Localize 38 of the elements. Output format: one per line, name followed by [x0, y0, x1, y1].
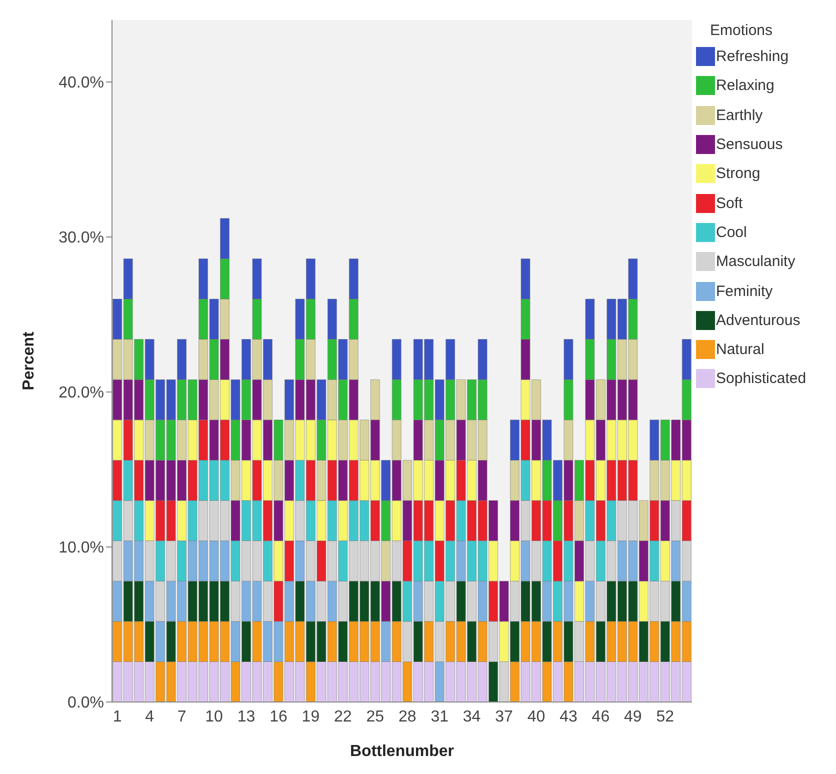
- x-axis-title: Bottlenumber: [350, 743, 454, 760]
- legend-label: Sophisticated: [716, 370, 806, 388]
- legend-label: Strong: [716, 165, 760, 182]
- y-tick-label: 10.0%: [58, 540, 104, 557]
- x-tick-label: 40: [527, 708, 546, 726]
- legend-label: Soft: [716, 194, 743, 212]
- legend-label: Cool: [716, 224, 747, 241]
- legend-label: Feminity: [716, 282, 773, 300]
- y-axis-title: Percent: [20, 330, 38, 390]
- y-tick-label: 40.0%: [58, 74, 104, 92]
- x-tick-label: 49: [624, 708, 642, 726]
- x-tick-label: 52: [656, 708, 674, 726]
- y-tick-label: 30.0%: [58, 230, 104, 247]
- legend-label: Relaxing: [716, 77, 774, 94]
- x-tick-label: 34: [462, 708, 481, 726]
- x-tick-label: 16: [270, 708, 288, 726]
- y-tick-label: 0.0%: [68, 694, 104, 712]
- x-tick-label: 46: [592, 708, 610, 726]
- x-tick-label: 13: [237, 708, 256, 726]
- x-tick-label: 19: [302, 708, 320, 726]
- legend-label: Earthly: [716, 106, 763, 124]
- x-tick-label: 7: [177, 708, 186, 726]
- x-tick-label: 22: [334, 708, 352, 726]
- x-tick-label: 31: [430, 708, 449, 726]
- x-tick-label: 25: [366, 708, 384, 726]
- x-tick-label: 37: [495, 708, 514, 726]
- x-tick-label: 4: [145, 708, 154, 726]
- legend-label: Masculanity: [716, 253, 796, 270]
- legend-label: Natural: [716, 341, 764, 358]
- x-tick-label: 28: [398, 708, 416, 726]
- y-tick-label: 20.0%: [58, 384, 104, 402]
- legend-label: Adventurous: [716, 312, 800, 329]
- x-tick-label: 1: [112, 708, 122, 726]
- x-tick-label: 10: [205, 708, 224, 726]
- legend-title: Emotions: [710, 22, 774, 39]
- legend-label: Refreshing: [716, 48, 789, 66]
- x-tick-label: 43: [560, 708, 578, 726]
- legend-label: Sensuous: [716, 136, 783, 154]
